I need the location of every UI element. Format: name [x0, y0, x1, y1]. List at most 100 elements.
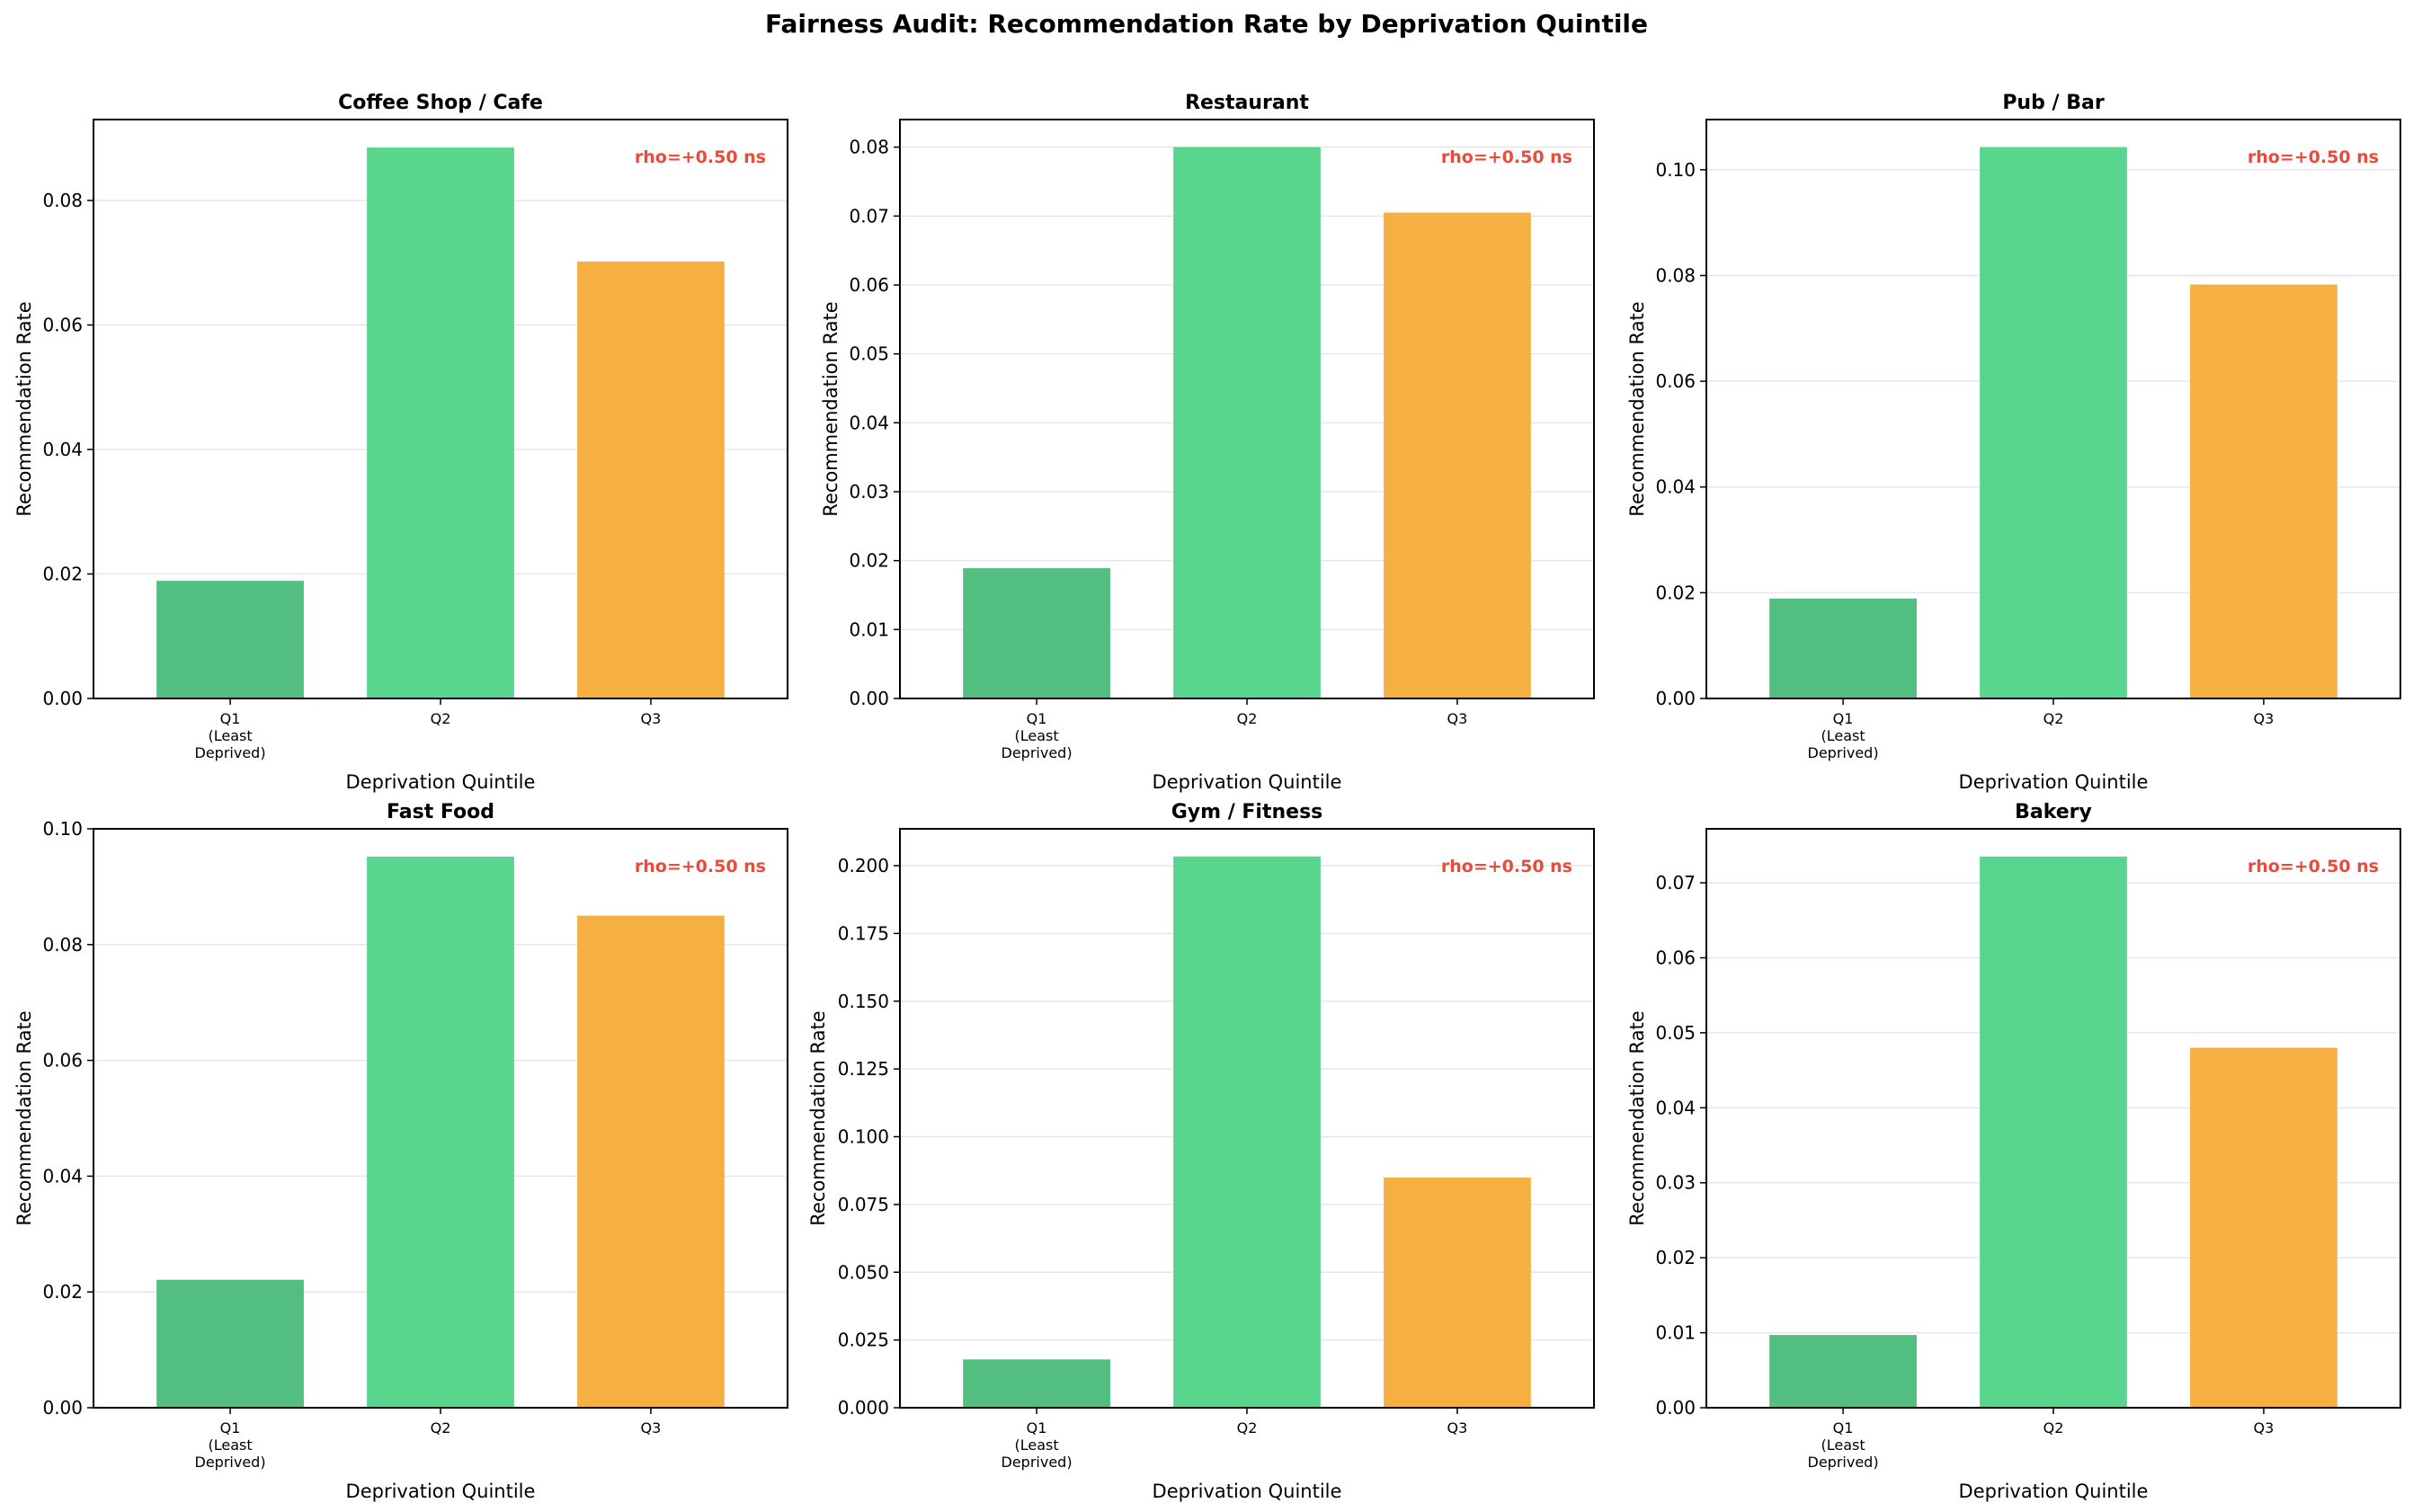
x-tick-label-line: Deprived)	[195, 744, 266, 761]
x-tick-label-line: Q1	[220, 710, 241, 727]
y-tick-label: 0.10	[1655, 159, 1696, 181]
y-tick-label: 0.10	[42, 818, 83, 840]
y-tick-label: 0.00	[42, 1397, 83, 1419]
x-tick-label-line: Q3	[1447, 1419, 1468, 1436]
x-tick-label: Q1 (Least Deprived)	[1808, 1419, 1879, 1471]
y-axis-label: Recommendation Rate	[820, 301, 841, 516]
chart-panel: 0.00 0.02 0.04 0.06 0.08 0.10 Q1 (Least Deprived…	[13, 801, 788, 1502]
chart-panel: 0.000 0.025 0.050 0.075 0.100 0.125 0.150 0.175…	[807, 801, 1595, 1502]
y-tick-label: 0.06	[42, 1050, 83, 1072]
y-axis-label: Recommendation Rate	[1626, 1010, 1648, 1225]
rho-annotation: rho=+0.50 ns	[635, 147, 766, 167]
y-tick-label: 0.08	[42, 934, 83, 956]
y-axis-label: Recommendation Rate	[13, 1010, 35, 1225]
y-tick-label: 0.000	[838, 1397, 889, 1419]
y-tick-label: 0.06	[1655, 947, 1696, 968]
y-tick-label: 0.00	[849, 688, 889, 709]
x-tick-label-line: (Least	[208, 727, 252, 744]
bar	[2190, 1047, 2337, 1408]
x-tick-label-line: Deprived)	[195, 1454, 266, 1471]
y-tick-label: 0.04	[849, 412, 889, 433]
chart-panel: 0.00 0.02 0.04 0.06 0.08 Q1 (Least Deprived) Q2 Q…	[13, 92, 788, 793]
y-tick-label: 0.00	[1655, 1397, 1696, 1419]
y-tick-label: 0.01	[849, 618, 889, 640]
y-tick-label: 0.200	[838, 855, 889, 876]
x-tick-label-line: Q1	[1833, 710, 1854, 727]
panel-title: Coffee Shop / Cafe	[338, 92, 543, 114]
x-tick-label: Q3	[1447, 1419, 1468, 1436]
rho-annotation: rho=+0.50 ns	[1441, 147, 1572, 167]
y-tick-label: 0.150	[838, 991, 889, 1012]
x-tick-label: Q3	[641, 1419, 662, 1436]
x-tick-label: Q3	[641, 710, 662, 727]
x-tick-label-line: Q2	[1237, 1419, 1258, 1436]
x-tick-label-line: Q2	[2043, 710, 2064, 727]
x-axis-label: Deprivation Quintile	[1153, 771, 1342, 793]
y-tick-label: 0.02	[1655, 1247, 1696, 1268]
bar	[2190, 284, 2337, 698]
rho-annotation: rho=+0.50 ns	[635, 857, 766, 876]
x-axis-label: Deprivation Quintile	[1959, 1481, 2149, 1502]
y-tick-label: 0.05	[849, 343, 889, 365]
y-tick-label: 0.125	[838, 1058, 889, 1080]
bar	[963, 568, 1110, 698]
y-axis-label: Recommendation Rate	[1626, 301, 1648, 516]
x-tick-label-line: Q3	[641, 1419, 662, 1436]
y-tick-label: 0.08	[1655, 264, 1696, 286]
x-axis-label: Deprivation Quintile	[1153, 1481, 1342, 1502]
bar	[577, 261, 725, 698]
x-tick-label-line: Q3	[1447, 710, 1468, 727]
y-tick-label: 0.01	[1655, 1322, 1696, 1344]
x-tick-label-line: Q1	[1027, 710, 1047, 727]
chart-panel: 0.00 0.02 0.04 0.06 0.08 0.10 Q1 (Least Deprived…	[1626, 92, 2401, 793]
y-axis-label: Recommendation Rate	[13, 301, 35, 516]
x-tick-label: Q3	[2254, 710, 2275, 727]
x-tick-label-line: Q2	[1237, 710, 1258, 727]
x-tick-label-line: (Least	[1821, 1436, 1865, 1454]
panel-title: Bakery	[2015, 801, 2092, 823]
x-tick-label: Q2	[431, 1419, 451, 1436]
y-tick-label: 0.04	[1655, 476, 1696, 498]
y-tick-label: 0.050	[838, 1261, 889, 1283]
x-tick-label-line: Q3	[2254, 1419, 2275, 1436]
bar	[1769, 1335, 1917, 1408]
x-tick-label: Q2	[1237, 1419, 1258, 1436]
x-tick-label: Q1 (Least Deprived)	[1002, 1419, 1073, 1471]
bar	[367, 856, 514, 1408]
x-tick-label-line: Deprived)	[1002, 1454, 1073, 1471]
x-tick-label-line: Deprived)	[1808, 744, 1879, 761]
y-tick-label: 0.04	[42, 439, 83, 460]
bar	[1173, 856, 1321, 1408]
x-tick-label: Q1 (Least Deprived)	[195, 710, 266, 761]
y-tick-label: 0.03	[849, 481, 889, 503]
x-tick-label: Q2	[431, 710, 451, 727]
bar	[1384, 212, 1531, 698]
chart-panel: 0.00 0.01 0.02 0.03 0.04 0.05 0.06 0.07 0.08 Q1 (L…	[820, 92, 1595, 793]
x-tick-label-line: Q2	[431, 1419, 451, 1436]
x-tick-label-line: (Least	[1014, 1436, 1058, 1454]
y-tick-label: 0.07	[849, 205, 889, 227]
x-tick-label-line: Q1	[1833, 1419, 1854, 1436]
y-tick-label: 0.05	[1655, 1022, 1696, 1044]
x-tick-label: Q1 (Least Deprived)	[195, 1419, 266, 1471]
bar	[367, 147, 514, 699]
y-tick-label: 0.03	[1655, 1172, 1696, 1194]
y-tick-label: 0.06	[42, 315, 83, 336]
y-tick-label: 0.06	[1655, 370, 1696, 392]
x-tick-label-line: (Least	[1014, 727, 1058, 744]
bar	[156, 581, 304, 698]
panel-title: Fast Food	[387, 801, 494, 823]
bar	[963, 1359, 1110, 1408]
bar	[156, 1279, 304, 1408]
x-tick-label-line: Q1	[1027, 1419, 1047, 1436]
x-tick-label: Q1 (Least Deprived)	[1808, 710, 1879, 761]
x-tick-label: Q2	[2043, 1419, 2064, 1436]
figure-title: Fairness Audit: Recommendation Rate by D…	[765, 9, 1648, 39]
x-tick-label-line: (Least	[1821, 727, 1865, 744]
rho-annotation: rho=+0.50 ns	[1441, 857, 1572, 876]
panel-title: Restaurant	[1185, 92, 1309, 114]
x-tick-label-line: Q1	[220, 1419, 241, 1436]
y-tick-label: 0.02	[42, 564, 83, 585]
bar	[577, 915, 725, 1408]
